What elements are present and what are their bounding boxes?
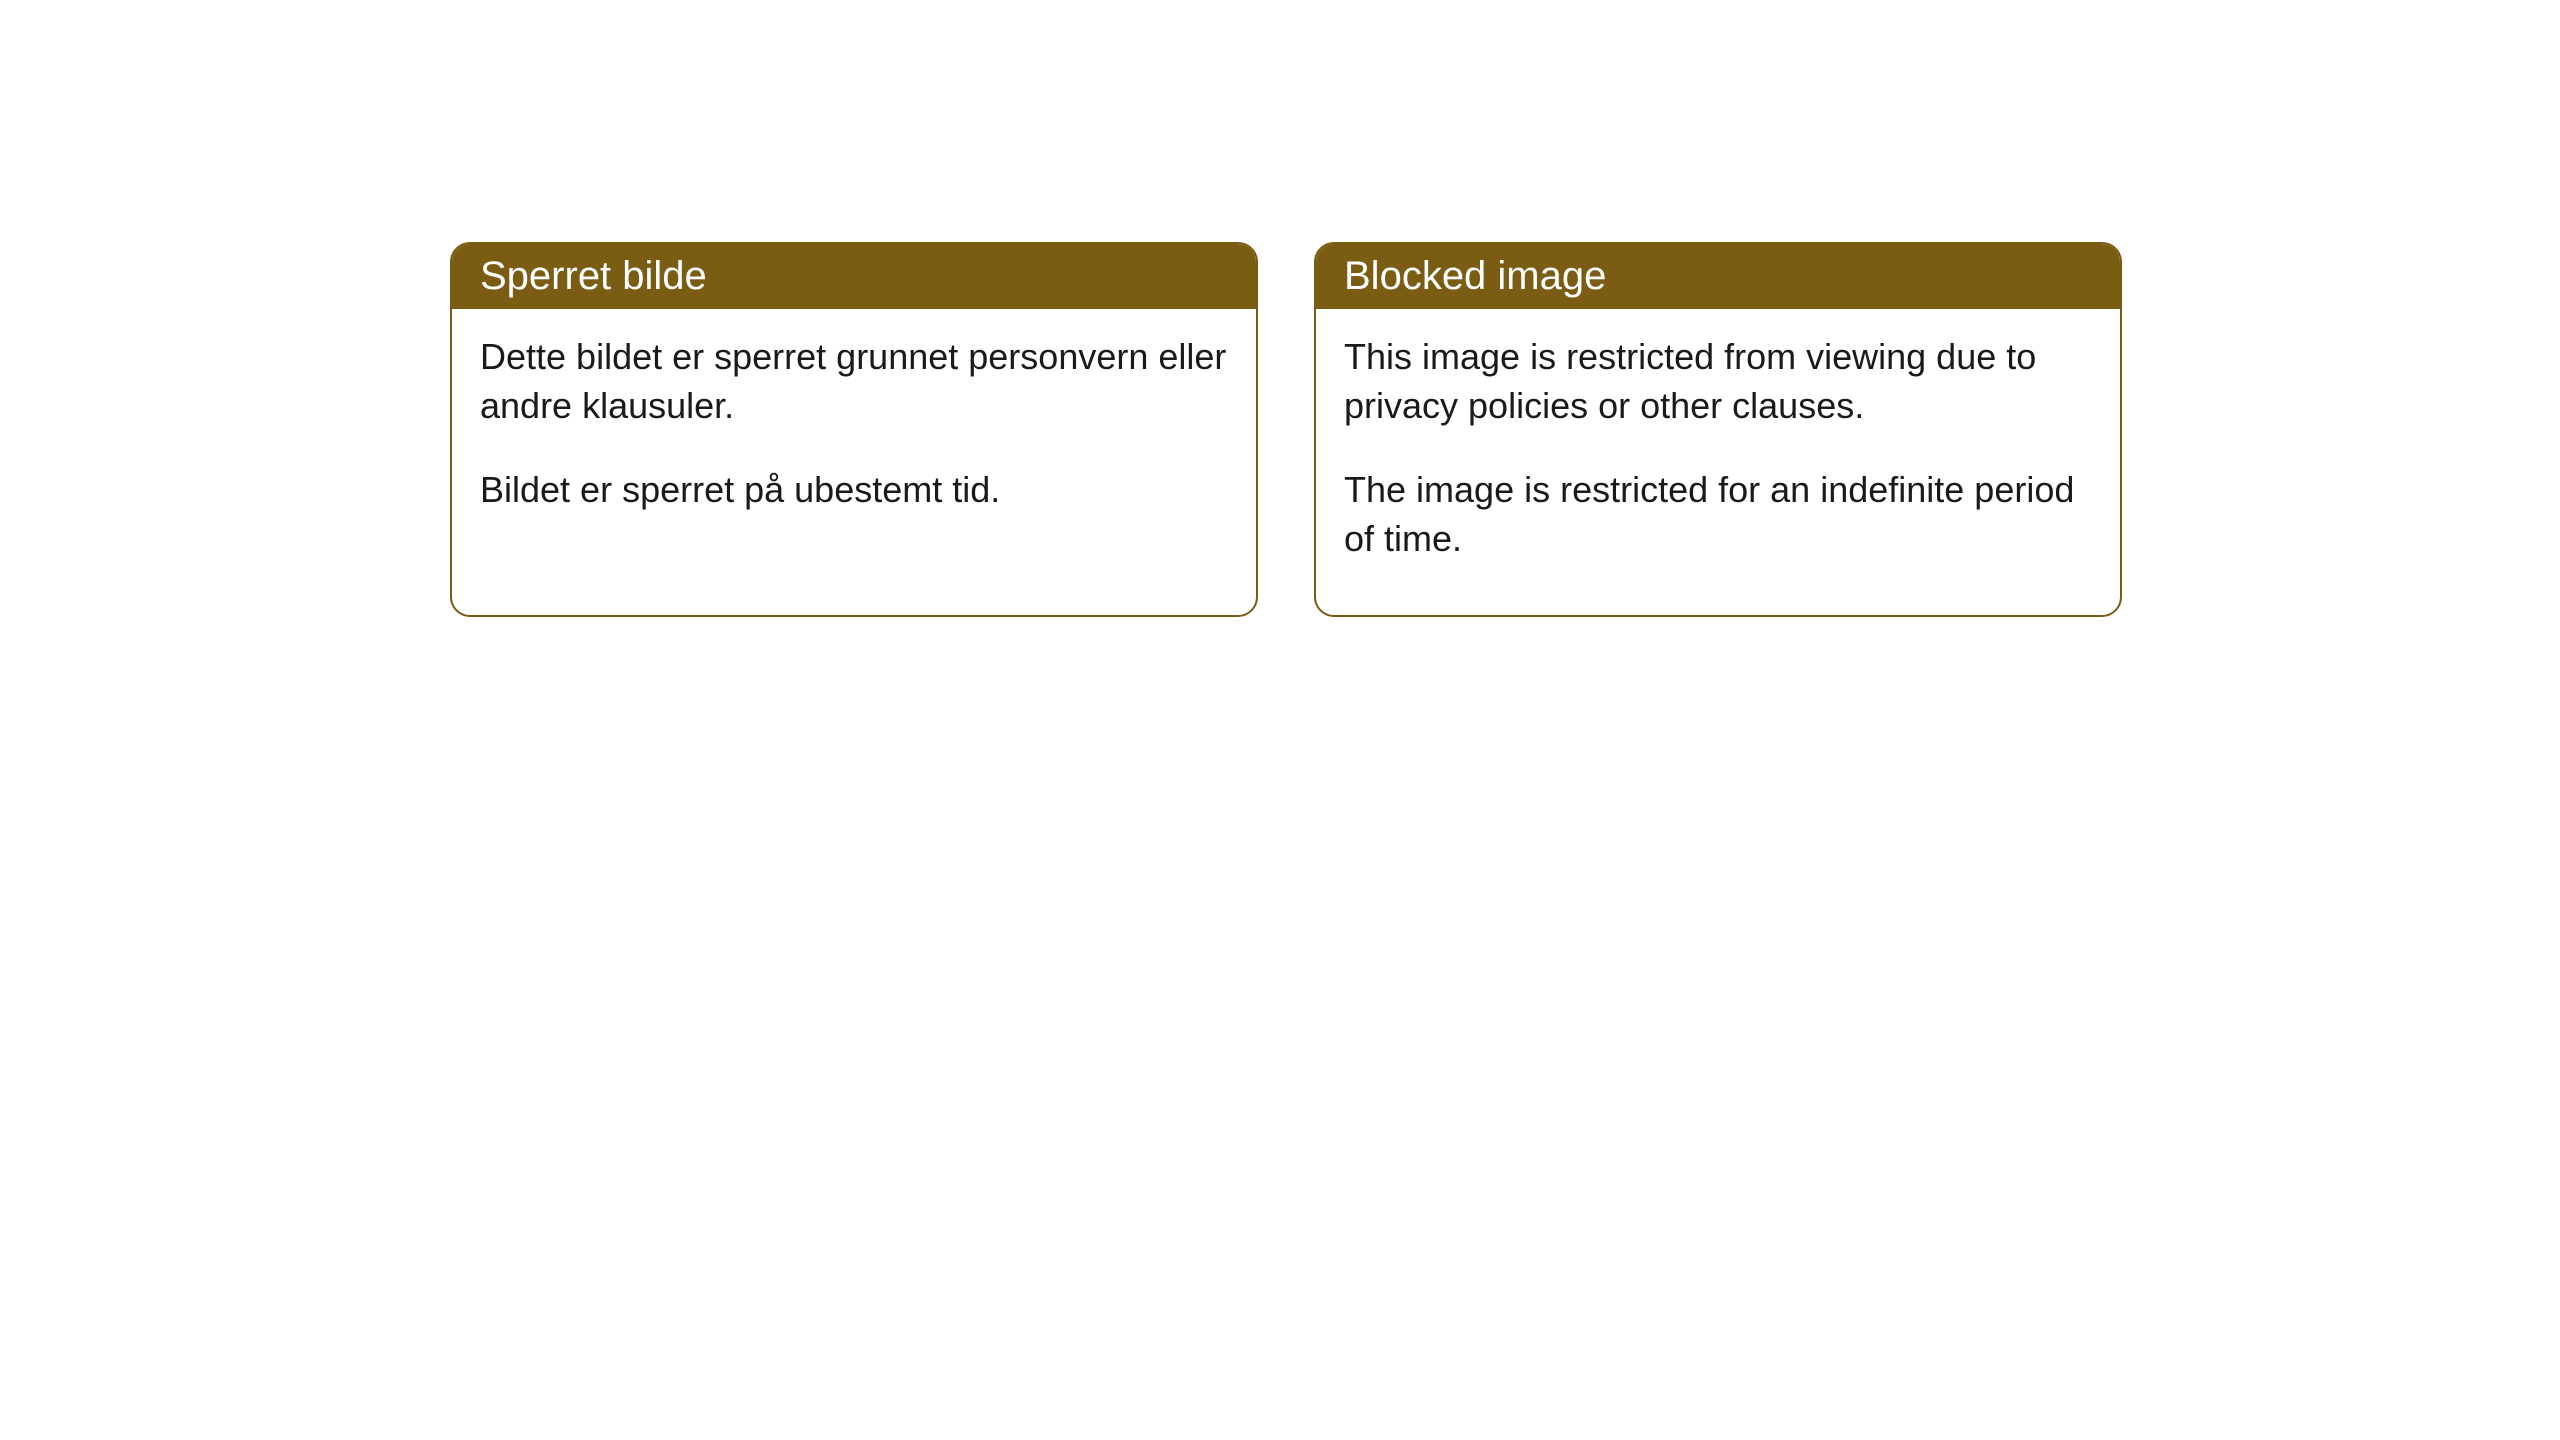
card-paragraph-1-english: This image is restricted from viewing du…	[1344, 333, 2092, 430]
card-paragraph-1-norwegian: Dette bildet er sperret grunnet personve…	[480, 333, 1228, 430]
card-header-english: Blocked image	[1316, 244, 2120, 309]
card-paragraph-2-norwegian: Bildet er sperret på ubestemt tid.	[480, 466, 1228, 515]
card-header-norwegian: Sperret bilde	[452, 244, 1256, 309]
blocked-image-card-english: Blocked image This image is restricted f…	[1314, 242, 2122, 617]
cards-container: Sperret bilde Dette bildet er sperret gr…	[0, 0, 2560, 617]
card-paragraph-2-english: The image is restricted for an indefinit…	[1344, 466, 2092, 563]
card-body-norwegian: Dette bildet er sperret grunnet personve…	[452, 309, 1256, 567]
blocked-image-card-norwegian: Sperret bilde Dette bildet er sperret gr…	[450, 242, 1258, 617]
card-body-english: This image is restricted from viewing du…	[1316, 309, 2120, 615]
